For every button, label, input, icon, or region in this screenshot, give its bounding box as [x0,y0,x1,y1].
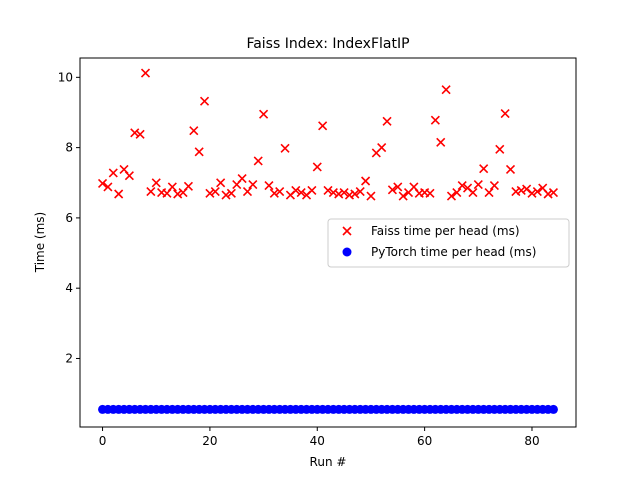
faiss-point [377,143,387,153]
faiss-point [334,189,344,199]
faiss-point [484,188,494,198]
chart-title: Faiss Index: IndexFlatIP [246,36,409,52]
faiss-point [452,188,462,198]
faiss-point [189,126,199,136]
y-tick-label: 6 [65,211,73,225]
faiss-point [173,189,183,199]
faiss-point [430,115,440,125]
legend-box [327,218,570,268]
faiss-point [505,164,516,174]
pytorch-point [548,404,558,414]
faiss-point [151,178,161,188]
faiss-point [264,181,274,191]
faiss-point [339,188,349,198]
y-tick-label: 2 [65,351,73,365]
legend: Faiss time per head (ms) PyTorch time pe… [327,218,570,268]
faiss-point [259,109,269,119]
x-tick-label: 60 [417,434,432,448]
x-tick-label: 80 [524,434,539,448]
faiss-point [108,168,118,178]
faiss-point [532,186,542,197]
faiss-point [489,181,499,191]
series-0 [97,68,559,201]
faiss-point [97,178,108,189]
faiss-point [425,188,435,198]
legend-marker-pytorch [342,247,352,257]
faiss-point [457,181,467,191]
legend-marker-faiss [342,226,352,236]
faiss-point [103,182,113,192]
x-tick-label: 20 [202,434,217,448]
x-axis-ticks: 0 20 40 60 80 [99,427,540,448]
x-axis-label: Run # [310,455,347,469]
faiss-point [548,188,559,198]
faiss-point [269,188,279,198]
x-tick-label: 40 [310,434,325,448]
faiss-point [124,171,134,181]
faiss-point [242,186,253,197]
faiss-point [361,176,371,186]
faiss-point [216,178,226,188]
y-axis-label: Time (ms) [33,212,47,274]
plot-marks [97,68,559,414]
y-tick-label: 8 [65,141,73,155]
faiss-point [140,68,151,78]
faiss-point [199,96,210,106]
faiss-point [522,184,532,194]
faiss-point [543,189,553,199]
faiss-point [183,181,193,191]
faiss-point [296,188,306,198]
faiss-point [237,173,247,184]
faiss-point [114,189,124,199]
faiss-point [221,190,231,200]
faiss-point [436,137,446,147]
faiss-point [318,121,328,131]
faiss-point [323,185,333,196]
faiss-point [253,156,263,166]
faiss-point [473,179,483,190]
faiss-point [527,188,537,198]
plot-frame [79,57,577,428]
faiss-point [307,185,317,196]
faiss-point [194,147,204,157]
y-tick-label: 4 [65,281,73,295]
faiss-point [146,186,156,197]
y-tick-label: 10 [58,70,73,84]
faiss-point [210,186,220,197]
faiss-point [328,188,338,198]
faiss-point [275,186,285,197]
y-axis-ticks: 2 4 6 8 10 [58,70,80,365]
faiss-point [446,191,457,201]
faiss-point [226,188,236,198]
faiss-point [516,185,526,196]
faiss-point [350,189,360,199]
faiss-point [398,191,408,201]
faiss-point [500,108,510,119]
faiss-point [135,129,145,139]
faiss-point [382,116,392,126]
faiss-point [205,188,215,198]
faiss-point [167,182,177,192]
faiss-point [130,128,140,138]
faiss-point [393,182,403,192]
legend-label-pytorch: PyTorch time per head (ms) [371,245,536,259]
x-tick-label: 0 [99,434,107,448]
faiss-point [479,164,489,174]
faiss-point [366,191,376,201]
faiss-point [280,143,290,153]
series-1 [98,404,558,414]
faiss-point [441,85,451,95]
faiss-point [355,186,365,197]
faiss-point [291,185,301,196]
faiss-point [248,179,258,190]
faiss-point [312,162,322,172]
legend-label-faiss: Faiss time per head (ms) [371,224,520,238]
faiss-point [387,185,397,195]
faiss-point [468,188,478,198]
faiss-point [495,144,505,154]
